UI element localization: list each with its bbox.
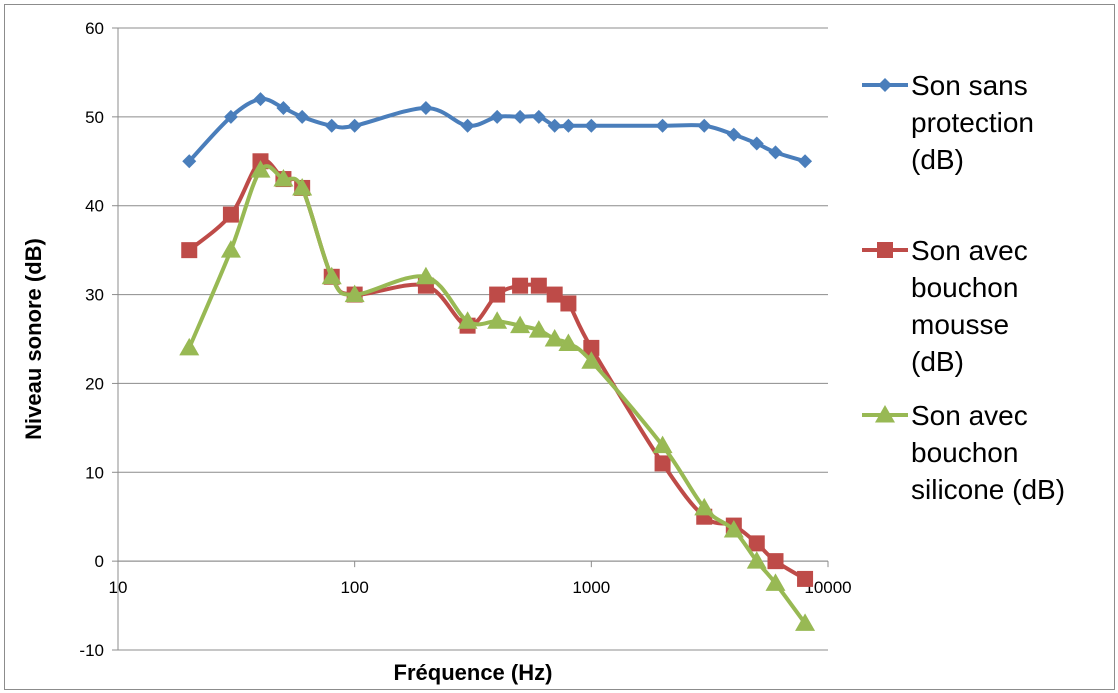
series-1-point-6 [324, 118, 339, 133]
y-tick-label-20: 20 [85, 374, 104, 393]
series-3-point-15 [581, 351, 602, 369]
legend-entry-2: Son avec bouchon mousse (dB) [862, 235, 1028, 377]
series-1-point-1 [182, 154, 197, 169]
y-axis-title: Niveau sonore (dB) [21, 238, 46, 440]
legend-label-1-line-2: protection [911, 107, 1034, 138]
series-1-point-5 [295, 109, 310, 124]
series-1-point-21 [798, 154, 813, 169]
series-2-point-12 [530, 277, 547, 294]
series-2-point-13 [546, 286, 563, 303]
series-2-point-21 [797, 570, 814, 587]
y-tick-label--10: -10 [79, 641, 104, 660]
series-3-point-21 [795, 613, 816, 631]
series-3-point-3 [250, 160, 271, 178]
legend-label-2-line-4: (dB) [911, 346, 964, 377]
legend-label-2: Son avec bouchon mousse (dB) [911, 235, 1028, 377]
series-3-point-18 [723, 520, 744, 538]
legend-label-3-line-2: bouchon [911, 437, 1018, 468]
series-3-point-12 [528, 320, 549, 338]
legend-marker-2 [877, 242, 893, 258]
series-1-point-12 [531, 109, 546, 124]
series-2-point-10 [489, 286, 506, 303]
y-tick-label-40: 40 [85, 197, 104, 216]
series-2-point-16 [654, 455, 671, 472]
legend-label-3: Son avec bouchon silicone (dB) [911, 400, 1065, 505]
series-1-point-2 [223, 109, 238, 124]
legend-label-3-line-1: Son avec [911, 400, 1028, 431]
series-1-point-7 [347, 118, 362, 133]
series-1-point-10 [490, 109, 505, 124]
legend-label-1-line-3: (dB) [911, 144, 964, 175]
series-1-point-13 [547, 118, 562, 133]
series-2-point-2 [222, 206, 239, 223]
series-3-point-5 [292, 177, 313, 196]
legend-label-3-line-3: silicone (dB) [911, 474, 1065, 505]
y-tick-label-0: 0 [95, 552, 104, 571]
y-tick-label-50: 50 [85, 108, 104, 127]
series-3-point-11 [510, 315, 531, 334]
series-1-point-15 [584, 118, 599, 133]
series-2-point-20 [767, 553, 784, 570]
series-2-point-19 [748, 535, 765, 552]
series-3-point-4 [273, 169, 294, 187]
series-2-point-14 [560, 295, 577, 312]
series-2-point-15 [583, 339, 600, 356]
x-axis-title: Fréquence (Hz) [394, 660, 553, 685]
series-3-point-9 [457, 311, 478, 329]
series-3-point-2 [220, 240, 241, 258]
series-3-point-17 [694, 497, 715, 516]
legend-entry-3: Son avec bouchon silicone (dB) [862, 400, 1065, 505]
series-3-point-10 [487, 311, 508, 329]
series-3-point-6 [321, 266, 342, 285]
legend-label-2-line-2: bouchon [911, 272, 1018, 303]
series-1-point-4 [276, 100, 291, 115]
series-3-point-14 [558, 333, 579, 351]
series-3-point-7 [344, 284, 365, 303]
series-1-point-11 [513, 109, 528, 124]
tick-layer: -10 0 10 20 30 40 50 60 10 100 1000 10000 [79, 19, 851, 660]
series-1 [182, 92, 813, 169]
series-3-point-1 [179, 337, 200, 356]
series-1-point-8 [418, 100, 433, 115]
series-1-point-3 [253, 92, 268, 107]
legend-label-1: Son sans protection (dB) [911, 70, 1034, 175]
series-1-point-20 [768, 145, 783, 160]
series-layer [179, 92, 816, 631]
series-3-point-20 [765, 573, 786, 591]
series-1-point-14 [561, 118, 576, 133]
legend: Son sans protection (dB) Son avec bouchon mou… [862, 70, 1065, 505]
y-tick-label-10: 10 [85, 463, 104, 482]
series-3-point-13 [544, 329, 565, 347]
series-2-point-1 [181, 242, 198, 259]
y-tick-label-30: 30 [85, 286, 104, 305]
series-1-point-19 [749, 136, 764, 151]
series-3 [179, 160, 816, 631]
series-1-point-18 [726, 127, 741, 142]
legend-label-2-line-1: Son avec [911, 235, 1028, 266]
x-tick-label-10: 10 [109, 578, 128, 597]
series-3-point-19 [746, 551, 767, 569]
legend-marker-3 [875, 405, 895, 423]
legend-entry-1: Son sans protection (dB) [862, 70, 1034, 175]
legend-marker-1 [878, 78, 892, 92]
x-tick-label-1000: 1000 [572, 578, 610, 597]
x-tick-label-10000: 10000 [804, 578, 851, 597]
legend-label-2-line-3: mousse [911, 309, 1009, 340]
series-1-point-17 [697, 118, 712, 133]
series-3-point-16 [652, 435, 673, 454]
series-1-point-16 [655, 118, 670, 133]
legend-label-1-line-1: Son sans [911, 70, 1028, 101]
series-1-point-9 [460, 118, 475, 133]
x-tick-label-100: 100 [340, 578, 368, 597]
series-3-point-8 [415, 266, 436, 285]
series-2-point-11 [512, 277, 529, 294]
axis-layer [117, 28, 828, 650]
y-tick-label-60: 60 [85, 19, 104, 38]
